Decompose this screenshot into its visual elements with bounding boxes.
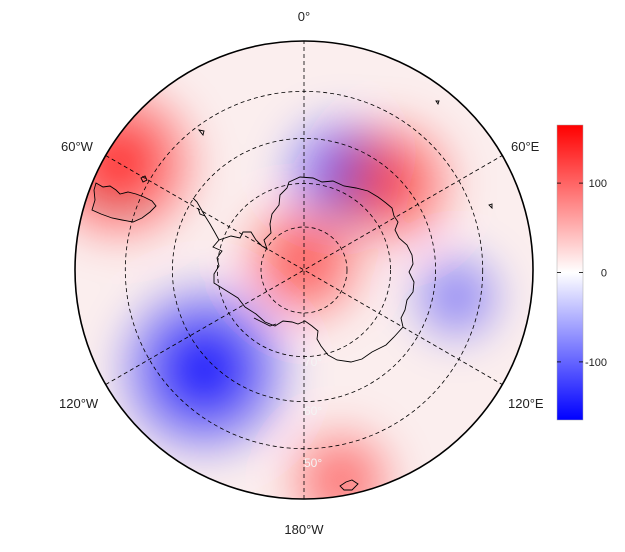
latitude-label-60: 60°: [304, 404, 322, 418]
latitude-label-70: 70°: [304, 355, 322, 369]
longitude-label-120e: 120°E: [508, 396, 544, 411]
graticule: [105, 41, 503, 499]
longitude-label-0: 0°: [298, 9, 310, 24]
meridian-line: [105, 155, 503, 385]
meridian-line: [105, 155, 503, 385]
colorbar-tick-label: -100: [585, 357, 607, 369]
longitude-label-120w: 120°W: [59, 396, 99, 411]
new-zealand-fragment: [339, 479, 359, 491]
small-island-north: [435, 100, 440, 106]
longitude-label-60e: 60°E: [511, 139, 540, 154]
colorbar-tick-label: 0: [601, 268, 607, 280]
longitude-label-60w: 60°W: [61, 139, 94, 154]
sub-antarctic-island-2: [197, 129, 205, 136]
ross-ice-shelf-edge: [253, 317, 277, 327]
negative-anomaly-region: [104, 269, 305, 470]
map-boundary: [74, 40, 534, 500]
antarctica-coastline: [212, 176, 415, 363]
antarctic-peninsula: [192, 197, 220, 241]
islands-south-america-tip: [91, 182, 157, 223]
small-island-east: [488, 203, 493, 210]
coastlines: [91, 100, 493, 491]
colorbar-tick-label: 100: [589, 178, 607, 190]
positive-anomaly-region: [274, 413, 409, 499]
negative-anomaly-region: [397, 238, 516, 356]
positive-anomaly-region: [228, 186, 380, 337]
longitude-label-180w: 180°W: [284, 522, 324, 537]
sub-antarctic-island-1: [140, 175, 148, 183]
anomaly-field: [75, 41, 533, 499]
latitude-circle: [260, 226, 348, 314]
colorbar: 100 0 -100: [556, 124, 607, 421]
latitude-label-50: 50°: [304, 456, 322, 470]
